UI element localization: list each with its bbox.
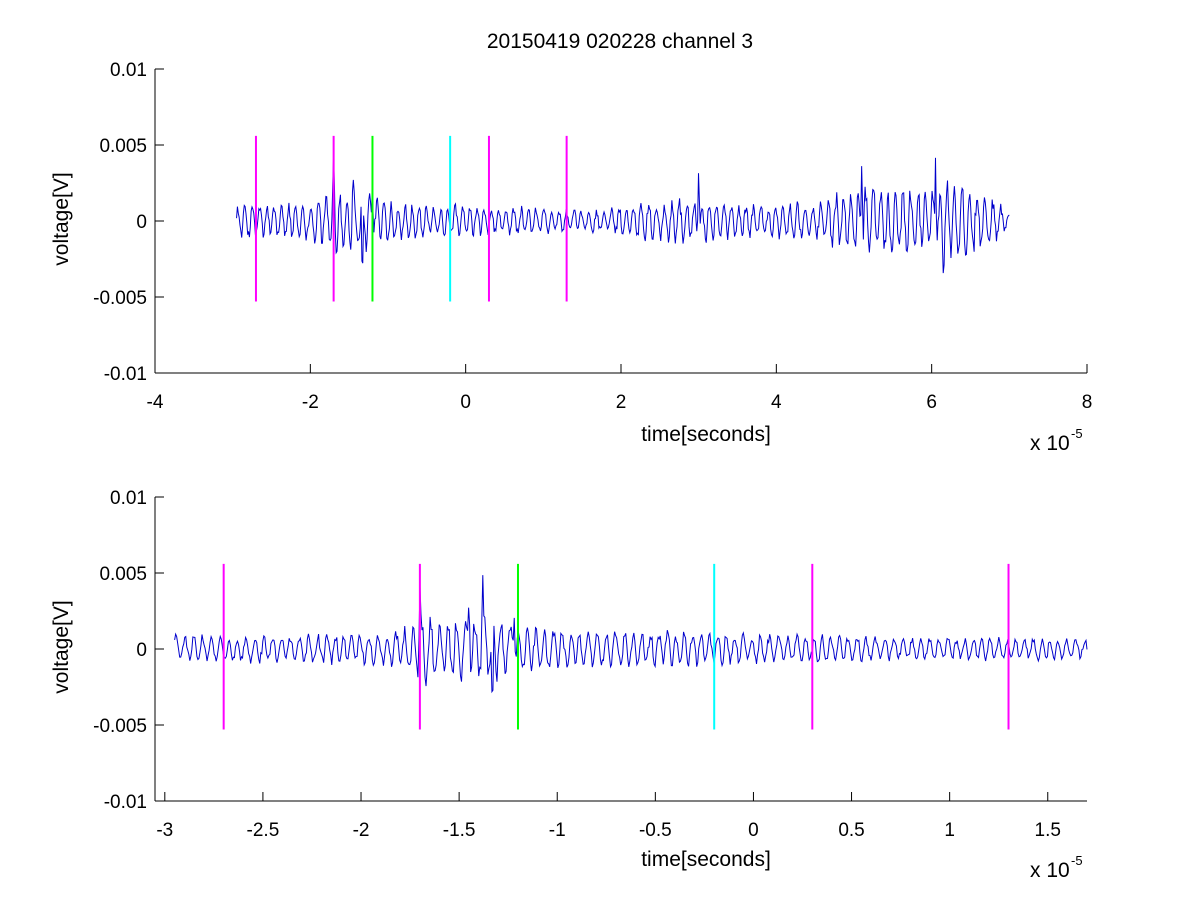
signal-trace-line bbox=[174, 575, 1088, 694]
x-tick-label: 0 bbox=[748, 820, 759, 841]
y-tick-label: 0.01 bbox=[110, 488, 147, 509]
y-tick-label: 0 bbox=[136, 212, 147, 233]
top-plot-panel: -0.01 -0.005 0 0.005 0.01 -4 -2 0 2 4 6 8 time[secon… bbox=[50, 60, 1092, 455]
bottom-plot-panel: -0.01 -0.005 0 0.005 0.01 -3 -2.5 -2 -1.5 -1 -0.5 0… bbox=[50, 488, 1088, 882]
x-tick-label: -1.5 bbox=[443, 820, 476, 841]
y-axis-label: voltage[V] bbox=[50, 172, 73, 265]
x-tick-label: -1 bbox=[549, 820, 566, 841]
y-tick-label: 0.005 bbox=[99, 136, 147, 157]
x-tick-label: 8 bbox=[1082, 392, 1093, 413]
x-scale-exponent-superscript: -5 bbox=[1071, 426, 1083, 441]
signal-trace-line bbox=[236, 155, 1010, 274]
x-scale-exponent-label: x 10 bbox=[1030, 432, 1070, 455]
x-axis-label: time[seconds] bbox=[641, 423, 771, 446]
y-tick-label: -0.005 bbox=[93, 288, 147, 309]
y-axis-label: voltage[V] bbox=[50, 600, 73, 693]
x-tick-label: -3 bbox=[156, 820, 173, 841]
y-tick-label: 0.01 bbox=[110, 60, 147, 81]
y-tick-label: -0.005 bbox=[93, 716, 147, 737]
y-tick-label: -0.01 bbox=[104, 792, 147, 813]
x-scale-exponent-superscript: -5 bbox=[1071, 853, 1083, 868]
x-tick-label: -2.5 bbox=[247, 820, 280, 841]
x-tick-label: -0.5 bbox=[639, 820, 672, 841]
x-scale-exponent-label: x 10 bbox=[1030, 859, 1070, 882]
y-tick-label: -0.01 bbox=[104, 364, 147, 385]
x-tick-label: 1 bbox=[944, 820, 955, 841]
x-axis-label: time[seconds] bbox=[641, 848, 771, 871]
x-tick-label: 0.5 bbox=[838, 820, 864, 841]
y-tick-label: 0 bbox=[136, 640, 147, 661]
x-tick-label: 2 bbox=[616, 392, 627, 413]
x-tick-label: -4 bbox=[147, 392, 164, 413]
x-tick-label: 4 bbox=[771, 392, 782, 413]
x-tick-label: -2 bbox=[302, 392, 319, 413]
x-tick-label: -2 bbox=[353, 820, 370, 841]
y-tick-label: 0.005 bbox=[99, 564, 147, 585]
figure-title: 20150419 020228 channel 3 bbox=[487, 30, 753, 53]
x-tick-label: 1.5 bbox=[1035, 820, 1061, 841]
x-tick-label: 0 bbox=[460, 392, 471, 413]
x-tick-label: 6 bbox=[926, 392, 937, 413]
